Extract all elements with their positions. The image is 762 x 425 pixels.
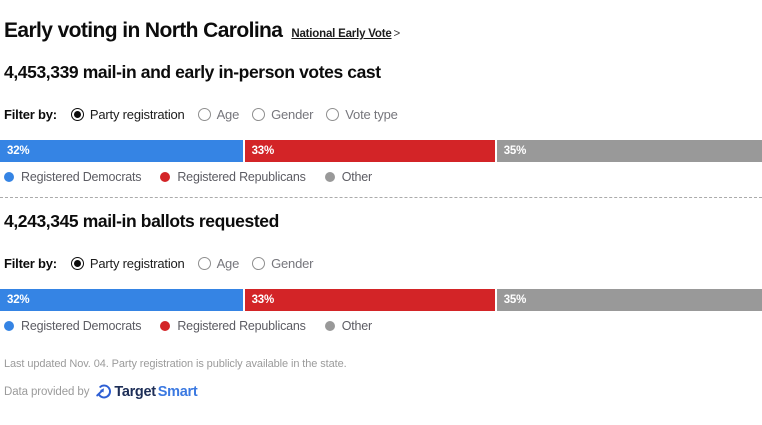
filter-by-label: Filter by: [4,256,57,271]
legend-item-other: Other [324,319,372,333]
bar-segment-democrats: 32% [0,140,243,162]
radio-party-registration[interactable]: Party registration [70,256,185,271]
radio-label[interactable]: Party registration [89,256,185,271]
data-provided-row: Data provided by Target Smart [0,383,762,400]
targetsmart-logo[interactable]: Target Smart [95,383,198,400]
radio-party-registration[interactable]: Party registration [70,107,185,122]
targetsmart-wordmark-smart[interactable]: Smart [157,383,198,400]
legend-dot-republicans [160,172,171,182]
radio-label[interactable]: Age [216,107,240,122]
data-provided-label: Data provided by [4,385,90,398]
section2-stacked-bar: 32% 33% 35% [0,289,762,311]
section2-legend: Registered Democrats Registered Republic… [0,319,762,333]
legend-dot-other [324,172,335,182]
legend-item-republicans: Registered Republicans [160,319,306,333]
targetsmart-wordmark-target[interactable]: Target [114,383,156,400]
bar-segment-other: 35% [496,289,762,311]
page-title: Early voting in North Carolina [4,19,283,42]
bar-segment-value: 33% [251,294,275,306]
targetsmart-circle-arrow-icon [96,384,112,399]
radio-label[interactable]: Party registration [89,107,185,122]
chevron-right-icon: > [393,28,401,40]
legend-dot-other [324,321,335,331]
bar-segment-republicans: 33% [244,289,495,311]
legend-label: Registered Republicans [177,319,306,333]
radio-label[interactable]: Vote type [345,107,398,122]
radio-label[interactable]: Gender [271,256,314,271]
radio-unselected-icon[interactable] [252,108,266,121]
legend-item-democrats: Registered Democrats [4,170,142,184]
radio-selected-icon[interactable] [70,257,84,270]
legend-item-republicans: Registered Republicans [160,170,306,184]
legend-dot-democrats [4,321,14,331]
section1-heading: 4,453,339 mail-in and early in-person vo… [4,62,381,82]
legend-label: Registered Democrats [21,170,142,184]
legend-dot-republicans [160,321,171,331]
bar-segment-value: 35% [503,294,527,306]
radio-gender[interactable]: Gender [252,256,313,271]
legend-label: Registered Republicans [177,170,306,184]
bar-segment-other: 35% [496,140,762,162]
legend-label: Other [341,319,372,333]
radio-unselected-icon[interactable] [326,108,340,121]
legend-dot-democrats [4,172,14,182]
legend-label: Other [341,170,372,184]
national-early-vote-link[interactable]: National Early Vote > [291,24,400,42]
section1-stacked-bar: 32% 33% 35% [0,140,762,162]
radio-unselected-icon[interactable] [252,257,266,270]
radio-gender[interactable]: Gender [252,107,313,122]
bar-segment-value: 32% [7,294,30,306]
last-updated-note: Last updated Nov. 04. Party registration… [4,358,347,370]
legend-item-democrats: Registered Democrats [4,319,142,333]
bar-segment-value: 32% [7,145,30,157]
radio-vote-type[interactable]: Vote type [326,107,398,122]
section1-legend: Registered Democrats Registered Republic… [0,170,762,184]
header: Early voting in North Carolina National … [0,0,762,43]
bar-segment-republicans: 33% [244,140,495,162]
section1-filter-row: Filter by: Party registration Age Gender… [0,107,762,122]
radio-label[interactable]: Gender [271,107,314,122]
legend-item-other: Other [324,170,372,184]
filter-by-label: Filter by: [4,107,57,122]
section-divider [0,197,762,198]
radio-age[interactable]: Age [197,256,240,271]
section2-heading: 4,243,345 mail-in ballots requested [4,211,279,231]
national-early-vote-link-text[interactable]: National Early Vote [291,28,392,40]
radio-unselected-icon[interactable] [197,257,211,270]
radio-unselected-icon[interactable] [197,108,211,121]
legend-label: Registered Democrats [21,319,142,333]
bar-segment-value: 35% [503,145,527,157]
radio-selected-icon[interactable] [70,108,84,121]
bar-segment-democrats: 32% [0,289,243,311]
section2-filter-row: Filter by: Party registration Age Gender [0,256,762,271]
radio-age[interactable]: Age [197,107,240,122]
radio-label[interactable]: Age [216,256,240,271]
bar-segment-value: 33% [251,145,275,157]
